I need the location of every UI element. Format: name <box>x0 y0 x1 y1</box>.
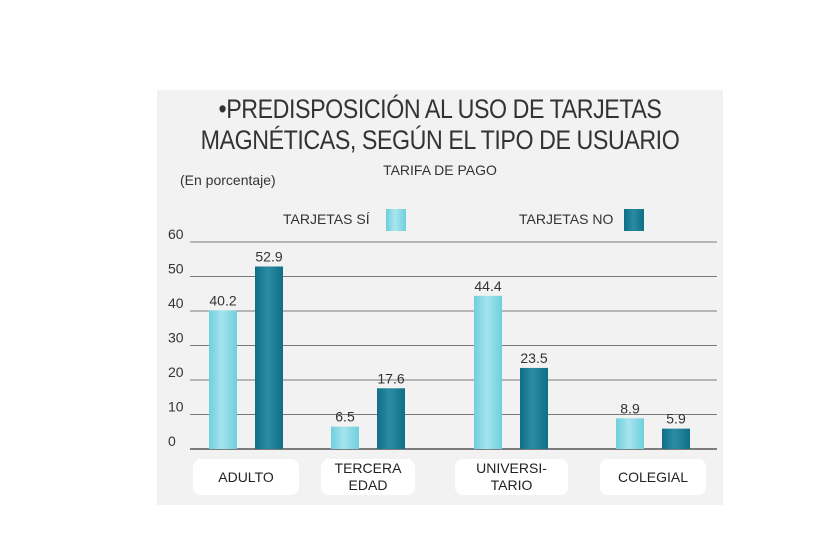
data-label-no-2: 23.5 <box>520 350 547 366</box>
y-tick-label: 50 <box>168 261 184 277</box>
title-text-line1: PREDISPOSICIÓN AL USO DE TARJETAS <box>226 94 662 124</box>
y-tick-label: 60 <box>168 226 184 242</box>
title-bullet: • <box>218 94 227 124</box>
category-label-adulto: ADULTO <box>193 459 299 495</box>
category-label-tercera-edad: TERCERA EDAD <box>321 459 415 495</box>
y-tick-label: 0 <box>168 433 176 449</box>
data-label-no-0: 52.9 <box>255 248 282 264</box>
chart-title-line1: •PREDISPOSICIÓN AL USO DE TARJETAS <box>197 94 684 125</box>
y-tick-label: 10 <box>168 399 184 415</box>
data-label-no-1: 17.6 <box>377 370 404 386</box>
legend-swatch-si <box>386 209 406 231</box>
data-label-si-3: 8.9 <box>620 400 640 416</box>
bar-si-0 <box>209 310 237 449</box>
y-tick-label: 20 <box>168 364 184 380</box>
bar-no-2 <box>520 367 548 449</box>
y-tick-label: 30 <box>168 330 184 346</box>
category-label-colegial: COLEGIAL <box>600 459 706 495</box>
data-label-si-2: 44.4 <box>474 278 501 294</box>
legend-label-si: TARJETAS SÍ <box>283 211 370 227</box>
unit-label: (En porcentaje) <box>180 172 276 188</box>
data-label-si-0: 40.2 <box>209 292 236 308</box>
bar-si-2 <box>474 295 502 449</box>
category-label-universitario: UNIVERSI- TARIO <box>455 459 568 495</box>
y-tick-label: 40 <box>168 295 184 311</box>
chart-title-line2: MAGNÉTICAS, SEGÚN EL TIPO DE USUARIO <box>200 125 680 155</box>
chart-subtitle: TARIFA DE PAGO <box>383 162 497 178</box>
bar-si-1 <box>331 426 359 449</box>
bar-no-0 <box>255 266 283 449</box>
bar-si-3 <box>616 418 644 449</box>
bar-no-1 <box>377 388 405 449</box>
bar-chart: 0 10 20 30 40 50 60 40.2 6.5 44.4 8.9 52.9 17.6 23.5 5… <box>168 226 717 450</box>
bar-no-3 <box>662 428 690 449</box>
data-label-no-3: 5.9 <box>666 411 686 427</box>
data-label-si-1: 6.5 <box>335 409 355 425</box>
legend-label-no: TARJETAS NO <box>519 211 614 227</box>
legend-swatch-no <box>624 209 644 231</box>
chart-panel: •PREDISPOSICIÓN AL USO DE TARJETAS MAGNÉ… <box>157 90 723 505</box>
